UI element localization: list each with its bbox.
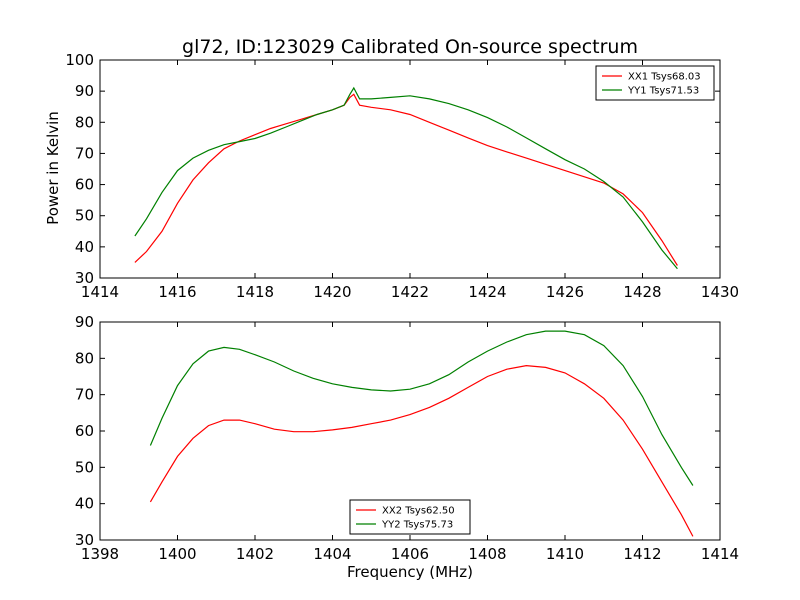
x-tick-label: 1420 xyxy=(313,283,351,301)
y-tick-label: 50 xyxy=(75,458,94,476)
x-tick-label: 1412 xyxy=(623,545,661,563)
y-tick-label: 30 xyxy=(75,531,94,549)
legend-entry: XX1 Tsys68.03 xyxy=(628,72,701,83)
legend-entry: XX2 Tsys62.50 xyxy=(382,506,455,517)
x-tick-label: 1414 xyxy=(81,283,119,301)
x-tick-label: 1404 xyxy=(313,545,351,563)
y-tick-label: 90 xyxy=(75,313,94,331)
legend-entry: YY2 Tsys75.73 xyxy=(381,520,453,531)
x-tick-label: 1402 xyxy=(236,545,274,563)
legend-entry: YY1 Tsys71.53 xyxy=(627,86,699,97)
y-tick-label: 70 xyxy=(75,144,94,162)
y-tick-label: 100 xyxy=(65,51,94,69)
top-spectrum-panel: 1414 1416 1418 1420 1422 1424 1426 1428 1430 30 40… xyxy=(65,51,739,301)
y-tick-label: 60 xyxy=(75,422,94,440)
x-tick-label: 1406 xyxy=(391,545,429,563)
figure-title: gl72, ID:123029 Calibrated On-source spe… xyxy=(182,36,638,58)
y-tick-label: 40 xyxy=(75,238,94,256)
series-line-1-0 xyxy=(149,364,694,537)
x-tick-label: 1400 xyxy=(158,545,196,563)
x-tick-label: 1422 xyxy=(391,283,429,301)
y-tick-label: 30 xyxy=(75,269,94,287)
x-axis-label: Frequency (MHz) xyxy=(347,563,473,581)
y-tick-label: 50 xyxy=(75,207,94,225)
bottom-spectrum-panel: 1398 1400 1402 1404 1406 1408 1410 1412 1414 30 40… xyxy=(75,313,739,563)
x-tick-label: 1416 xyxy=(158,283,196,301)
x-tick-label: 1428 xyxy=(623,283,661,301)
x-tick-label: 1408 xyxy=(468,545,506,563)
x-tick-label: 1410 xyxy=(546,545,584,563)
x-tick-label: 1418 xyxy=(236,283,274,301)
y-tick-label: 70 xyxy=(75,386,94,404)
legend-box xyxy=(595,65,715,101)
legend-box xyxy=(349,499,471,535)
legend: XX2 Tsys62.50 YY2 Tsys75.73 xyxy=(349,499,471,535)
series-line-0-1 xyxy=(134,86,678,270)
y-tick-label: 60 xyxy=(75,176,94,194)
y-tick-label: 90 xyxy=(75,82,94,100)
x-tick-label: 1424 xyxy=(468,283,506,301)
x-tick-label: 1426 xyxy=(546,283,584,301)
x-tick-label: 1398 xyxy=(81,545,119,563)
y-axis-label: Power in Kelvin xyxy=(44,111,62,225)
y-tick-label: 40 xyxy=(75,495,94,513)
series-line-1-1 xyxy=(149,330,694,486)
x-tick-label: 1430 xyxy=(701,283,739,301)
y-tick-label: 80 xyxy=(75,349,94,367)
series-line-0-0 xyxy=(134,93,678,266)
legend: XX1 Tsys68.03 YY1 Tsys71.53 xyxy=(595,65,715,101)
x-tick-label: 1414 xyxy=(701,545,739,563)
y-tick-label: 80 xyxy=(75,113,94,131)
